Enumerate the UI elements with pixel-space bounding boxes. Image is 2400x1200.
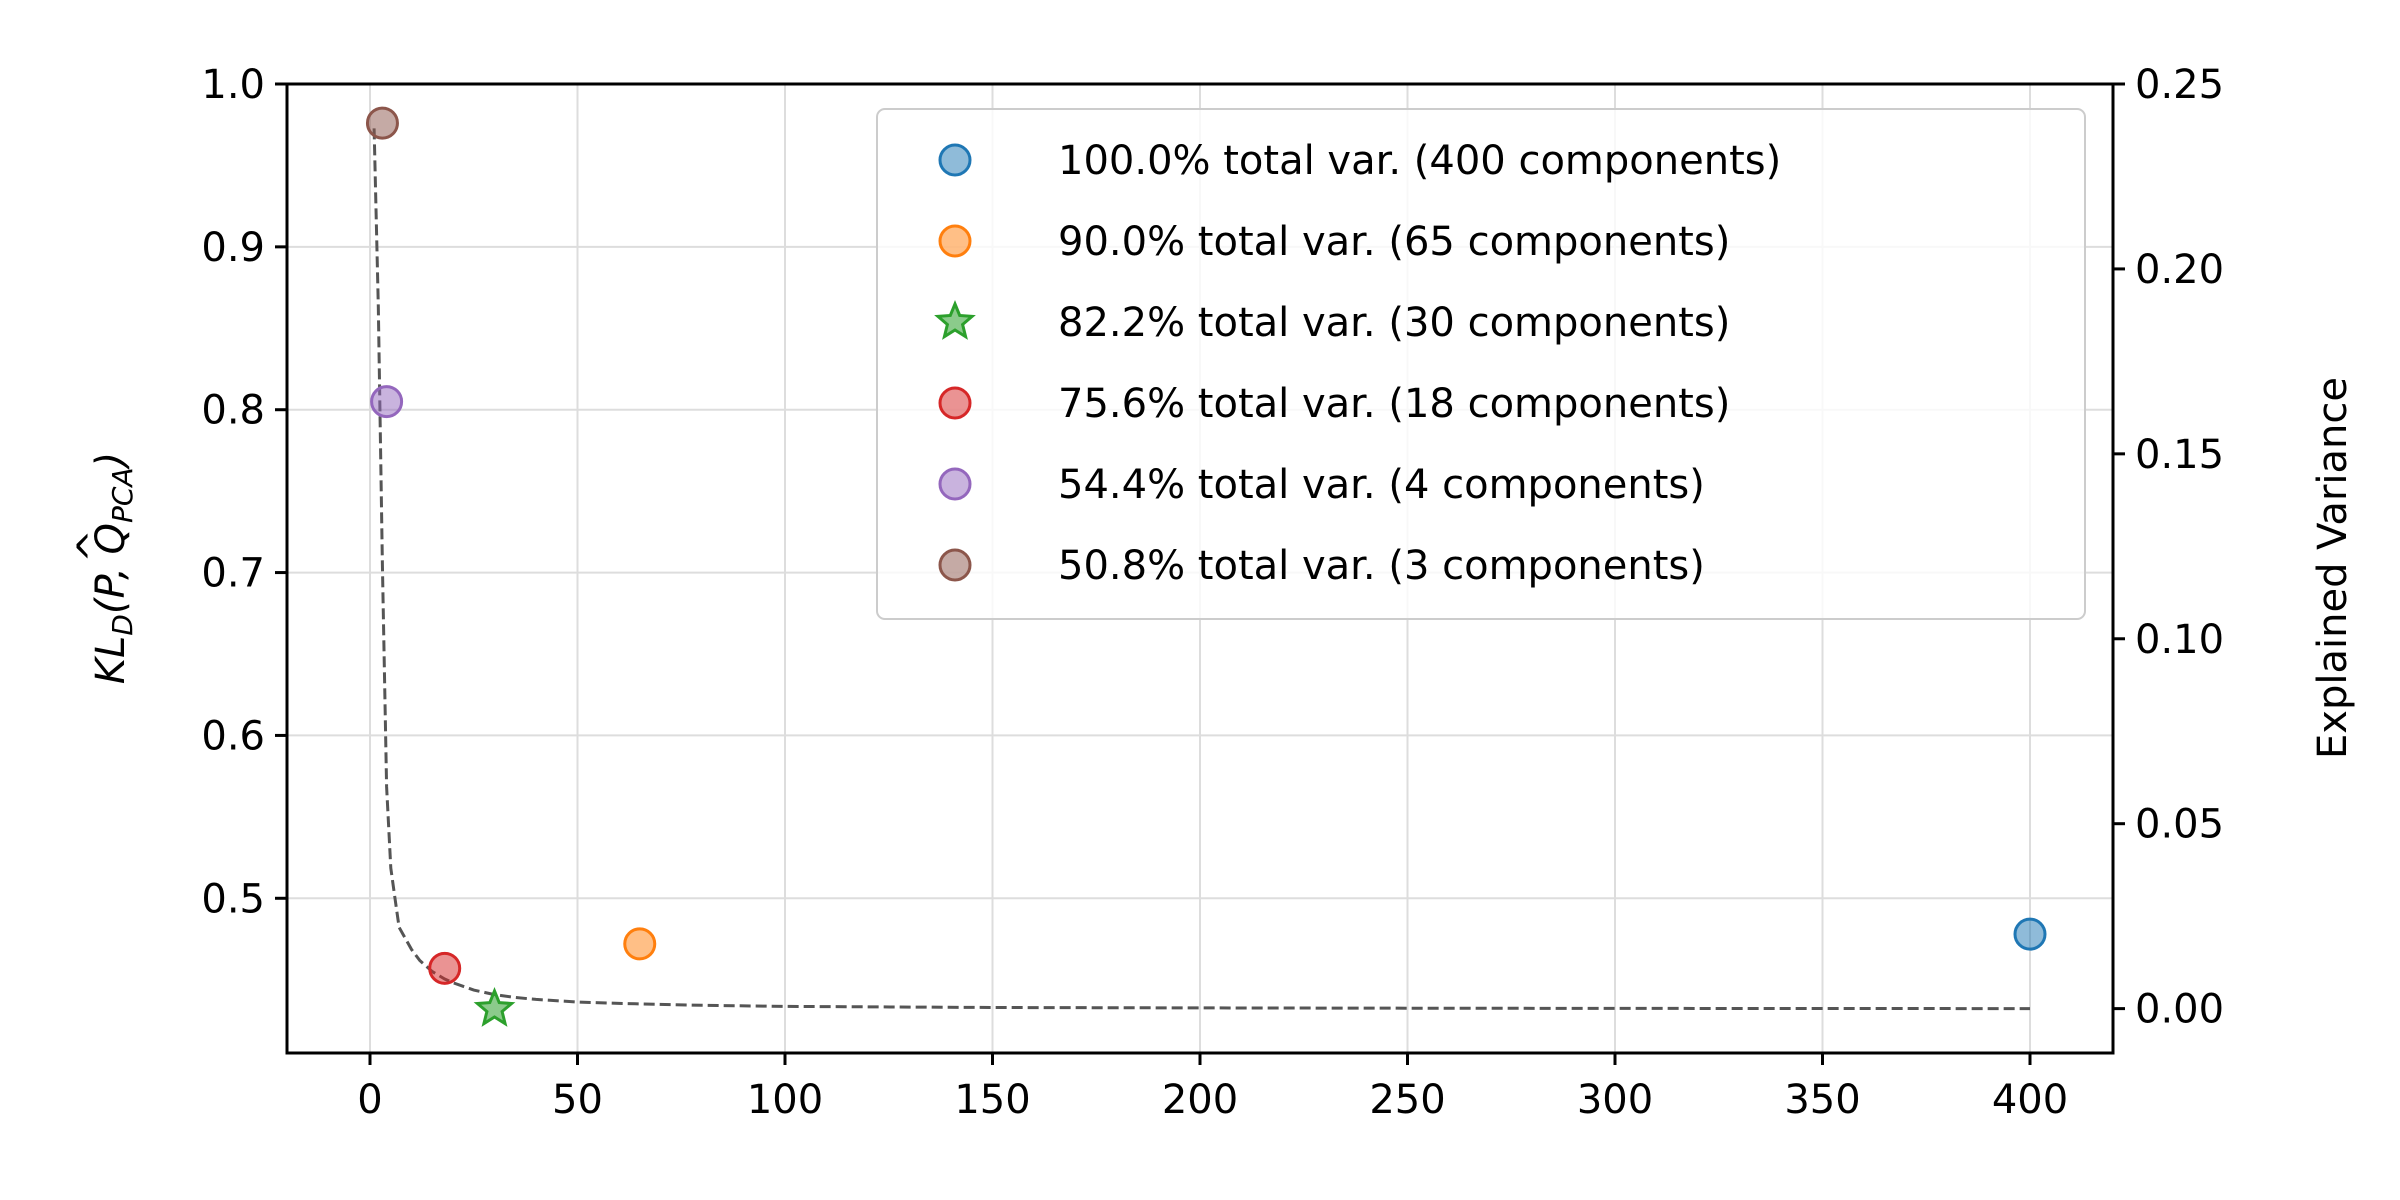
legend-marker <box>934 300 976 340</box>
x-tick-label: 300 <box>1577 1077 1653 1123</box>
explained-variance-curve-layer <box>372 128 2031 1011</box>
left-y-axis-label-hat: ^ <box>70 529 116 563</box>
right-y-tick-label: 0.15 <box>2135 432 2224 478</box>
right-y-axis-label: Explained Variance <box>2310 377 2356 759</box>
data-point <box>2013 917 2047 951</box>
data-points-layer <box>365 106 2047 1027</box>
left-y-axis-label: KLD(P, QPCA) <box>88 452 139 684</box>
x-tick-label: 150 <box>954 1077 1030 1123</box>
legend-label: 75.6% total var. (18 components) <box>1058 381 1730 427</box>
legend-marker <box>938 224 972 258</box>
left-y-tick-label: 0.9 <box>201 225 265 271</box>
left-y-tick-label: 0.6 <box>201 713 265 759</box>
left-y-axis-ticks: 0.5 0.6 0.7 0.8 0.9 1.0 <box>201 62 287 922</box>
data-point <box>428 951 462 985</box>
x-tick-label: 100 <box>747 1077 823 1123</box>
right-y-tick-label: 0.00 <box>2135 987 2224 1033</box>
legend-marker <box>938 467 972 501</box>
left-y-tick-label: 0.7 <box>201 551 265 597</box>
legend-label: 100.0% total var. (400 components) <box>1058 138 1781 184</box>
legend-marker <box>938 386 972 420</box>
x-tick-label: 350 <box>1784 1077 1860 1123</box>
x-tick-label: 200 <box>1162 1077 1238 1123</box>
legend: 100.0% total var. (400 components) 90.0% … <box>876 108 2086 620</box>
data-point <box>365 106 399 140</box>
x-tick-label: 50 <box>552 1077 603 1123</box>
right-y-tick-label: 0.25 <box>2135 62 2224 108</box>
right-y-tick-label: 0.10 <box>2135 617 2224 663</box>
right-y-tick-label: 0.05 <box>2135 802 2224 848</box>
legend-label: 50.8% total var. (3 components) <box>1058 543 1705 589</box>
x-tick-label: 400 <box>1992 1077 2068 1123</box>
legend-marker <box>938 548 972 582</box>
x-axis-ticks: 0 50 100 150 200 250 300 350 400 <box>357 1053 2068 1123</box>
left-y-tick-label: 0.5 <box>201 876 265 922</box>
x-tick-label: 0 <box>357 1077 382 1123</box>
data-point <box>473 987 516 1027</box>
left-y-tick-label: 1.0 <box>201 62 265 108</box>
legend-marker <box>938 143 972 177</box>
right-y-tick-label: 0.20 <box>2135 247 2224 293</box>
data-point <box>623 927 657 961</box>
legend-label: 90.0% total var. (65 components) <box>1058 219 1730 265</box>
legend-label: 82.2% total var. (30 components) <box>1058 300 1730 346</box>
explained-variance-line <box>372 128 2031 1011</box>
legend-box <box>876 108 2086 620</box>
data-point <box>370 385 404 419</box>
legend-label: 54.4% total var. (4 components) <box>1058 462 1705 508</box>
left-y-tick-label: 0.8 <box>201 388 265 434</box>
right-y-axis-ticks: 0.00 0.05 0.10 0.15 0.20 0.25 <box>2113 62 2224 1033</box>
x-tick-label: 250 <box>1369 1077 1445 1123</box>
legend-items: 100.0% total var. (400 components) 90.0% … <box>934 138 1781 589</box>
